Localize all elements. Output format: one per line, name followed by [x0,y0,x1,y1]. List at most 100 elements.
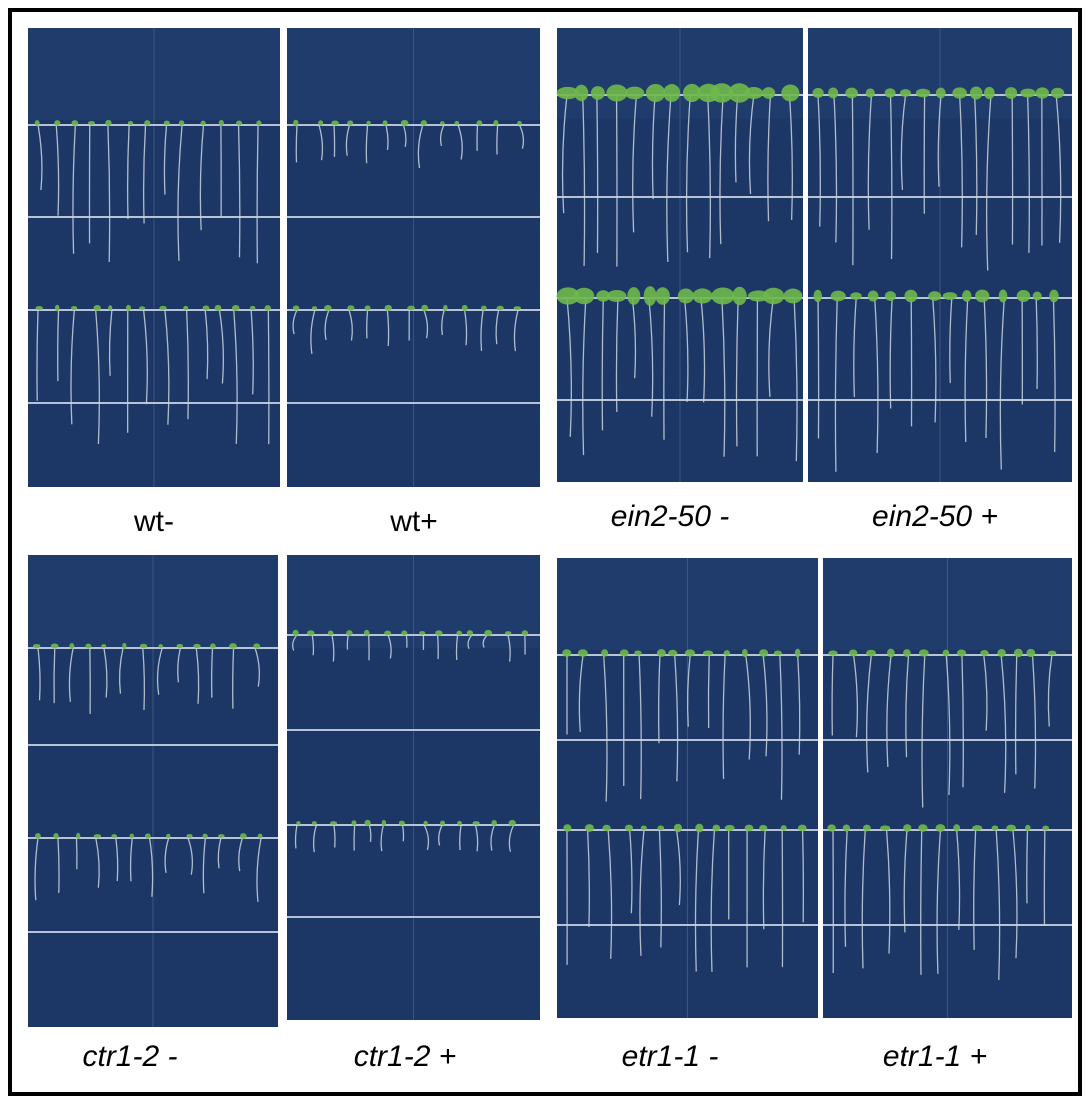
leaf [975,289,990,303]
root [762,829,766,930]
root [985,94,992,271]
leaf [606,84,628,102]
leaf [493,119,499,127]
root [1055,94,1062,243]
leaf [129,833,134,839]
leaf [984,86,995,100]
root [1014,654,1018,775]
leaf [969,86,983,100]
leaf [624,824,634,832]
leaf [574,84,589,102]
leaf [952,87,967,99]
root [1043,829,1046,926]
root [638,654,642,800]
root [177,647,181,683]
root [586,829,590,928]
leaf [435,630,443,636]
root [256,837,262,902]
root [256,124,259,264]
leaf [884,291,896,301]
root [874,297,879,453]
leaf [443,304,448,312]
leaf [327,630,334,636]
root [937,94,942,187]
root [57,309,60,382]
root [187,837,194,875]
panel-label: ctr1-2 + [353,1040,457,1073]
leaf [76,832,81,840]
leaf [401,630,408,636]
leaf [606,290,627,302]
root [423,309,429,339]
leaf [663,84,681,102]
leaf [677,288,694,304]
root [142,647,146,711]
leaf [306,630,315,636]
leaf [347,120,354,126]
leaf [34,120,40,126]
root [68,647,74,702]
root [457,124,463,160]
leaf [759,824,768,832]
leaf [645,83,666,103]
leaf [828,650,838,656]
leaf [93,834,102,838]
root [513,309,519,352]
panel-label: ein2-50 + [872,500,998,533]
leaf [407,305,415,311]
leaf [573,287,595,305]
leaf [601,649,609,657]
root [34,837,39,901]
leaf [257,833,263,839]
root [294,824,298,849]
leaf [231,305,240,311]
leaf [827,824,836,832]
root [368,824,372,842]
leaf [918,649,929,657]
panel-label: etr1-1 - [621,1040,719,1073]
leaf [400,119,409,127]
leaf [762,87,776,99]
leaf [865,88,875,98]
leaf [292,305,300,311]
leaf [108,305,113,311]
root [217,837,222,869]
leaf [476,120,483,126]
root [932,297,937,423]
leaf [1049,289,1059,303]
leaf [1050,87,1065,99]
root [1035,297,1038,390]
root [889,94,893,259]
root [345,124,351,156]
root [921,654,926,808]
root [615,297,619,413]
root [37,124,43,191]
root [973,829,977,950]
panel-label: etr1-1 + [882,1040,988,1073]
root [983,297,988,438]
root [467,634,473,649]
root [436,634,439,660]
leaf [256,120,262,126]
root [405,634,408,648]
root [463,309,468,346]
leaf [903,649,911,657]
root [459,824,462,851]
root [108,309,113,376]
leaf [421,304,429,312]
leaf [457,820,462,826]
leaf [673,823,683,833]
leaf [158,644,163,648]
root [973,94,978,235]
root [57,837,60,893]
root [333,124,336,157]
root [164,309,170,425]
leaf [556,287,580,305]
leaf [850,292,862,300]
root [707,654,710,728]
leaf [710,83,734,103]
root [423,824,430,850]
root [386,309,390,346]
root [674,654,679,782]
root [631,297,637,379]
